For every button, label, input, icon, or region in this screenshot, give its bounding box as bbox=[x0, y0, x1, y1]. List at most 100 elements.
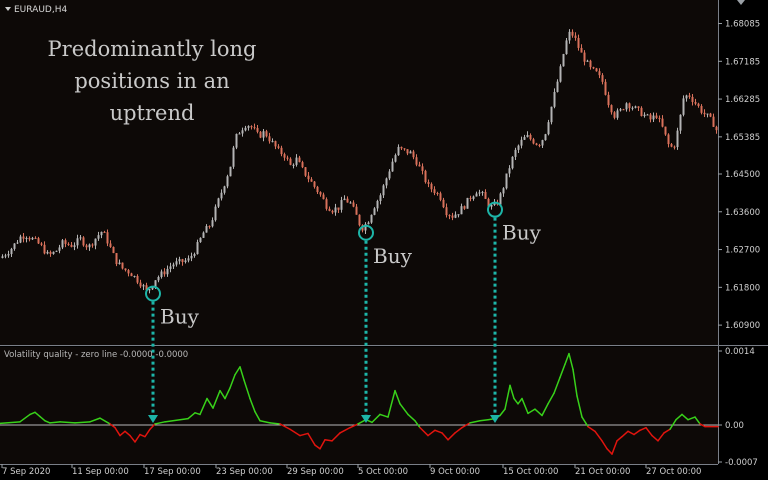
candle bbox=[442, 197, 445, 209]
candle bbox=[532, 137, 535, 145]
candle bbox=[319, 191, 322, 197]
candle-body bbox=[319, 192, 322, 195]
candle bbox=[322, 192, 325, 200]
vq-segment bbox=[243, 379, 251, 400]
candle bbox=[397, 144, 400, 156]
vq-segment bbox=[144, 428, 151, 438]
candle-body bbox=[568, 31, 571, 41]
candle bbox=[619, 107, 622, 112]
candle-body bbox=[82, 237, 85, 246]
candle bbox=[460, 203, 463, 215]
vq-segment bbox=[206, 397, 214, 409]
candle-body bbox=[328, 208, 331, 211]
candle-body bbox=[115, 253, 118, 265]
candle bbox=[553, 88, 556, 109]
vq-segment bbox=[179, 417, 189, 421]
price-tick-label: 1.65385 bbox=[725, 133, 760, 143]
candle bbox=[610, 104, 613, 115]
candle-body bbox=[604, 81, 607, 95]
candle bbox=[121, 262, 124, 270]
buy-label: Buy bbox=[160, 305, 200, 329]
chart-shift-icon[interactable] bbox=[737, 0, 745, 5]
candle-body bbox=[295, 157, 298, 165]
vq-segment bbox=[371, 413, 381, 424]
candle-body bbox=[700, 106, 703, 113]
candle-body bbox=[94, 238, 97, 246]
candle bbox=[658, 115, 661, 123]
candle bbox=[475, 191, 478, 197]
candle bbox=[19, 234, 22, 244]
buy-signal: Buy bbox=[145, 285, 200, 423]
candle-body bbox=[298, 157, 301, 163]
vq-segment bbox=[499, 408, 506, 417]
vq-segment bbox=[249, 397, 256, 413]
candle-body bbox=[403, 148, 406, 150]
candle bbox=[634, 105, 637, 109]
candle bbox=[586, 59, 589, 62]
buy-signals: Buy Buy Buy bbox=[145, 201, 542, 423]
candle-body bbox=[667, 134, 670, 145]
time-tick-label: 5 Oct 00:00 bbox=[358, 467, 408, 477]
candle-body bbox=[34, 237, 37, 239]
candle bbox=[169, 262, 172, 273]
price-pane bbox=[0, 0, 718, 345]
candle bbox=[106, 229, 109, 247]
candle bbox=[355, 203, 358, 215]
symbol-menu-icon[interactable] bbox=[5, 7, 11, 11]
candle bbox=[685, 94, 688, 102]
candle-body bbox=[58, 247, 61, 251]
candle-body bbox=[634, 106, 637, 108]
vq-segment bbox=[663, 428, 671, 434]
candle bbox=[163, 268, 166, 277]
candle-body bbox=[337, 207, 340, 210]
candle-body bbox=[277, 146, 280, 148]
candle-body bbox=[109, 243, 112, 247]
candle bbox=[265, 129, 268, 138]
indicator-tick-label: 0.00 bbox=[725, 421, 744, 431]
candle-body bbox=[28, 238, 31, 240]
vq-segment bbox=[651, 434, 659, 442]
candle bbox=[502, 187, 505, 197]
time-tick-label: 15 Oct 00:00 bbox=[503, 467, 558, 477]
candle-body bbox=[91, 244, 94, 246]
candle bbox=[37, 236, 40, 245]
candle bbox=[7, 250, 10, 258]
candle bbox=[391, 158, 394, 172]
candle bbox=[544, 133, 547, 141]
indicator-pane bbox=[0, 347, 718, 464]
candle-body bbox=[661, 118, 664, 127]
candle bbox=[157, 275, 160, 283]
candle bbox=[481, 190, 484, 196]
candle bbox=[49, 250, 52, 257]
candle-body bbox=[43, 244, 46, 254]
candle-body bbox=[478, 192, 481, 194]
candle bbox=[235, 133, 238, 150]
candle-body bbox=[391, 161, 394, 172]
candle-body bbox=[226, 176, 229, 187]
vq-segment bbox=[611, 440, 618, 455]
candle-body bbox=[220, 192, 223, 199]
candle bbox=[298, 155, 301, 163]
candle bbox=[127, 268, 130, 277]
candle-body bbox=[64, 240, 67, 244]
candle-body bbox=[451, 215, 454, 218]
candle-body bbox=[565, 40, 568, 55]
candle-body bbox=[505, 173, 508, 189]
candle bbox=[34, 236, 37, 240]
vq-segment bbox=[521, 397, 529, 415]
candle-body bbox=[490, 205, 493, 207]
candle-body bbox=[265, 131, 268, 137]
candle-body bbox=[430, 183, 433, 190]
candle-body bbox=[4, 255, 7, 257]
candle-body bbox=[514, 149, 517, 157]
candle-body bbox=[331, 210, 334, 213]
candle-body bbox=[70, 244, 73, 247]
time-tick-label: 7 Sep 2020 bbox=[2, 467, 50, 477]
candle-body bbox=[442, 199, 445, 208]
buy-arrow-icon bbox=[148, 415, 158, 423]
candle bbox=[67, 242, 70, 246]
candle-body bbox=[193, 254, 196, 256]
vq-segment bbox=[504, 384, 511, 410]
candle-body bbox=[502, 188, 505, 194]
candle-body bbox=[511, 156, 514, 169]
